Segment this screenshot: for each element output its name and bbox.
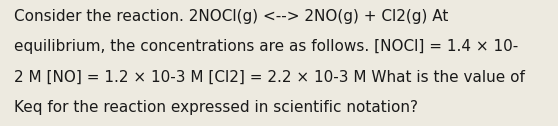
Text: equilibrium, the concentrations are as follows. [NOCl] = 1.4 × 10-: equilibrium, the concentrations are as f… xyxy=(14,39,518,54)
Text: 2 M [NO] = 1.2 × 10-3 M [Cl2] = 2.2 × 10-3 M What is the value of: 2 M [NO] = 1.2 × 10-3 M [Cl2] = 2.2 × 10… xyxy=(14,69,525,84)
Text: Consider the reaction. 2NOCl(g) <--> 2NO(g) + Cl2(g) At: Consider the reaction. 2NOCl(g) <--> 2NO… xyxy=(14,9,448,24)
Text: Keq for the reaction expressed in scientific notation?: Keq for the reaction expressed in scient… xyxy=(14,100,418,115)
